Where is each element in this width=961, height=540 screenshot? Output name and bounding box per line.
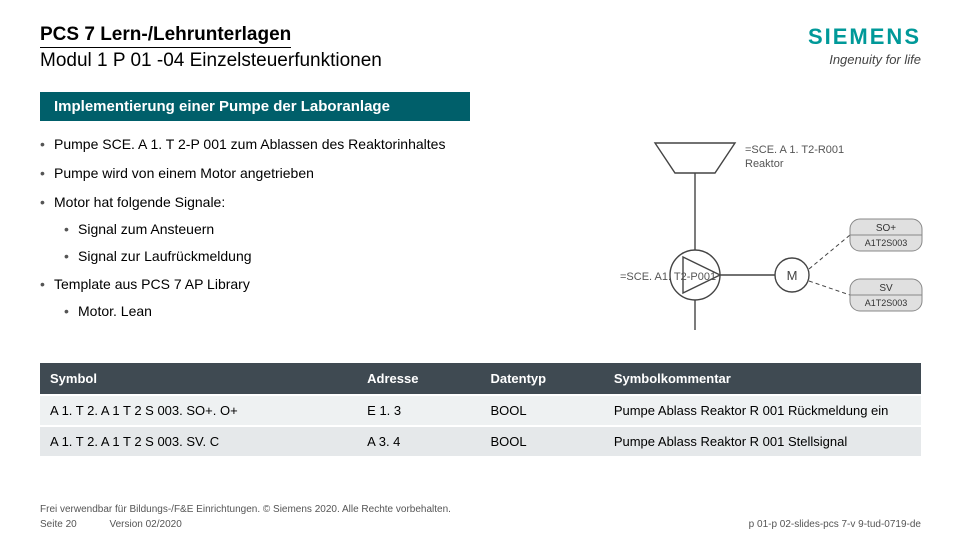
td-adresse: E 1. 3 (357, 395, 480, 426)
bullet-text: Signal zur Laufrückmeldung (78, 248, 252, 264)
td-kommentar: Pumpe Ablass Reaktor R 001 Stellsignal (604, 426, 921, 456)
th-kommentar: Symbolkommentar (604, 363, 921, 395)
list-item: Motor. Lean (64, 302, 600, 321)
td-datentyp: BOOL (480, 395, 603, 426)
svg-text:=SCE. A1. T2-P001: =SCE. A1. T2-P001 (620, 271, 716, 283)
bullet-text: Template aus PCS 7 AP Library (54, 276, 250, 292)
slide-footer: Frei verwendbar für Bildungs-/F&E Einric… (40, 504, 921, 530)
footer-copyright: Frei verwendbar für Bildungs-/F&E Einric… (40, 504, 921, 515)
header-right: SIEMENS Ingenuity for life (808, 24, 921, 67)
th-adresse: Adresse (357, 363, 480, 395)
slide-header: PCS 7 Lern-/Lehrunterlagen Modul 1 P 01 … (40, 24, 921, 72)
bullet-text: Motor. Lean (78, 303, 152, 319)
footer-version: Version 02/2020 (109, 519, 181, 530)
td-adresse: A 3. 4 (357, 426, 480, 456)
footer-right: p 01-p 02-slides-pcs 7-v 9-tud-0719-de (749, 519, 921, 530)
signal-table: Symbol Adresse Datentyp Symbolkommentar … (40, 363, 921, 456)
td-symbol: A 1. T 2. A 1 T 2 S 003. SV. C (40, 426, 357, 456)
content-row: Pumpe SCE. A 1. T 2-P 001 zum Ablassen d… (40, 135, 921, 345)
footer-line2: Seite 20 Version 02/2020 p 01-p 02-slide… (40, 519, 921, 530)
list-item: Signal zur Laufrückmeldung (64, 247, 600, 266)
header-left: PCS 7 Lern-/Lehrunterlagen Modul 1 P 01 … (40, 24, 382, 72)
th-symbol: Symbol (40, 363, 357, 395)
svg-text:Reaktor: Reaktor (745, 158, 784, 170)
siemens-logo: SIEMENS (808, 24, 921, 50)
svg-text:SV: SV (879, 283, 893, 294)
table-row: A 1. T 2. A 1 T 2 S 003. SV. C A 3. 4 BO… (40, 426, 921, 456)
bullet-text: Pumpe SCE. A 1. T 2-P 001 zum Ablassen d… (54, 136, 445, 152)
svg-text:=SCE. A 1. T2-R001: =SCE. A 1. T2-R001 (745, 144, 844, 156)
list-item: Pumpe wird von einem Motor angetrieben (40, 164, 600, 183)
page-title-2: Modul 1 P 01 -04 Einzelsteuerfunktionen (40, 50, 382, 72)
list-item: Pumpe SCE. A 1. T 2-P 001 zum Ablassen d… (40, 135, 600, 154)
td-symbol: A 1. T 2. A 1 T 2 S 003. SO+. O+ (40, 395, 357, 426)
section-title: Implementierung einer Pumpe der Laboranl… (40, 92, 470, 121)
table-header-row: Symbol Adresse Datentyp Symbolkommentar (40, 363, 921, 395)
footer-left: Seite 20 Version 02/2020 (40, 519, 212, 530)
list-item: Template aus PCS 7 AP Library Motor. Lea… (40, 275, 600, 321)
diagram-svg: =SCE. A 1. T2-R001 Reaktor =SCE. A1. T2-P0… (620, 135, 930, 345)
pump-diagram: =SCE. A 1. T2-R001 Reaktor =SCE. A1. T2-P0… (620, 135, 930, 345)
svg-text:SO+: SO+ (876, 223, 896, 234)
table-row: A 1. T 2. A 1 T 2 S 003. SO+. O+ E 1. 3 … (40, 395, 921, 426)
list-item: Signal zum Ansteuern (64, 220, 600, 239)
td-datentyp: BOOL (480, 426, 603, 456)
footer-page: Seite 20 (40, 519, 77, 530)
svg-text:M: M (787, 268, 798, 283)
bullet-text: Pumpe wird von einem Motor angetrieben (54, 165, 314, 181)
bullet-list: Pumpe SCE. A 1. T 2-P 001 zum Ablassen d… (40, 135, 600, 345)
td-kommentar: Pumpe Ablass Reaktor R 001 Rückmeldung e… (604, 395, 921, 426)
slide-root: PCS 7 Lern-/Lehrunterlagen Modul 1 P 01 … (0, 0, 961, 540)
tagline: Ingenuity for life (808, 52, 921, 67)
bullet-text: Motor hat folgende Signale: (54, 194, 225, 210)
bullet-text: Signal zum Ansteuern (78, 221, 214, 237)
svg-text:A1T2S003: A1T2S003 (865, 298, 908, 308)
svg-text:A1T2S003: A1T2S003 (865, 238, 908, 248)
list-item: Motor hat folgende Signale: Signal zum A… (40, 193, 600, 266)
page-title-1: PCS 7 Lern-/Lehrunterlagen (40, 24, 291, 48)
th-datentyp: Datentyp (480, 363, 603, 395)
